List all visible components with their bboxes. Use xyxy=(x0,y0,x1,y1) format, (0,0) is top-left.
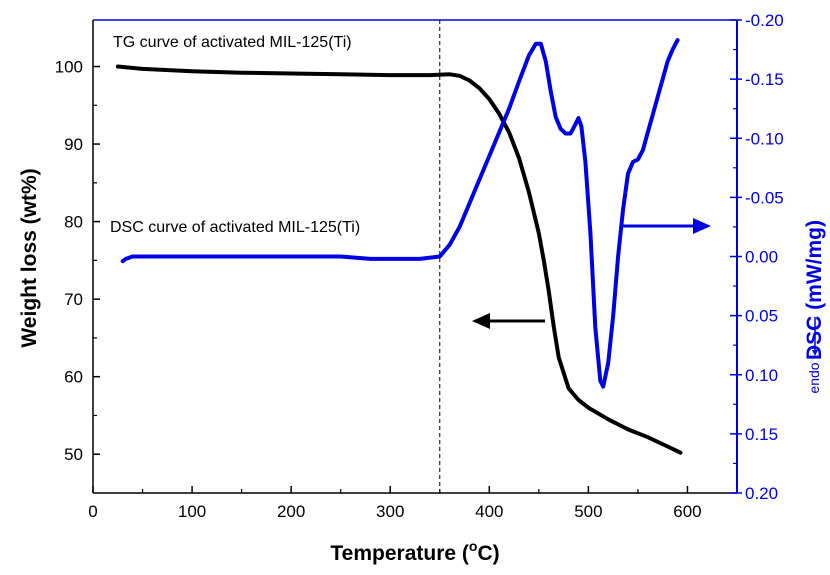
dsc-annotation: DSC curve of activated MIL-125(Ti) xyxy=(110,219,360,236)
x-tick-label: 600 xyxy=(673,502,701,521)
y-right-tick-label: 0.20 xyxy=(745,484,778,503)
right-pointing-arrow-icon xyxy=(620,218,711,234)
left-axis-ticks: 50 60 70 80 90 100 xyxy=(55,58,100,464)
x-tick-label: 100 xyxy=(178,502,206,521)
y-right-tick-label: -0.20 xyxy=(745,11,784,30)
x-axis-title: Temperature (oC) xyxy=(330,538,499,565)
y-right-tick-label: -0.05 xyxy=(745,188,784,207)
x-tick-label: 500 xyxy=(574,502,602,521)
y-right-tick-label: 0.10 xyxy=(745,366,778,385)
y-left-tick-label: 70 xyxy=(64,290,83,309)
left-axis-title: Weight loss (wt%) xyxy=(18,168,41,347)
right-axis-title-group: DSC (mW/mg) endo xyxy=(803,220,826,394)
tg-curve-line xyxy=(115,64,683,455)
dsc-curve-line xyxy=(120,38,680,389)
y-left-tick-label: 60 xyxy=(64,368,83,387)
y-left-tick-label: 50 xyxy=(64,445,83,464)
y-right-tick-label: -0.10 xyxy=(745,129,784,148)
y-right-tick-label: 0.05 xyxy=(745,307,778,326)
left-pointing-arrow-icon xyxy=(472,313,545,329)
tg-annotation: TG curve of activated MIL-125(Ti) xyxy=(113,34,352,51)
right-axis-title: DSC (mW/mg) xyxy=(803,220,826,360)
x-tick-label: 0 xyxy=(88,502,97,521)
right-axis-ticks: -0.20 -0.15 -0.10 -0.05 0.00 0.05 0.10 0.15 0.20 xyxy=(730,11,784,503)
x-tick-label: 300 xyxy=(376,502,404,521)
y-right-tick-label: 0.15 xyxy=(745,425,778,444)
x-tick-label: 400 xyxy=(475,502,503,521)
y-right-tick-label: 0.00 xyxy=(745,248,778,267)
y-right-tick-label: -0.15 xyxy=(745,70,784,89)
endo-arrow-head-icon xyxy=(812,350,818,356)
y-left-tick-label: 90 xyxy=(64,135,83,154)
x-tick-label: 200 xyxy=(277,502,305,521)
endo-label: endo xyxy=(806,362,822,393)
y-left-tick-label: 100 xyxy=(55,58,83,77)
x-axis-ticks: 0 100 200 300 400 500 600 xyxy=(88,486,702,521)
y-left-tick-label: 80 xyxy=(64,213,83,232)
